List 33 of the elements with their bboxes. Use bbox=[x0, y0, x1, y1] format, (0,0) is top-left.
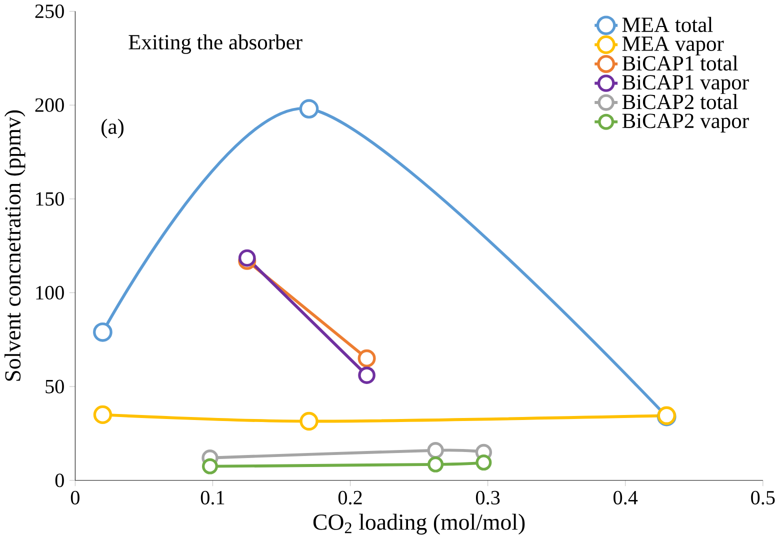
y-tick-label: 0 bbox=[55, 474, 64, 488]
point bbox=[300, 412, 318, 431]
legend-label: MEA total bbox=[622, 16, 713, 32]
point bbox=[202, 458, 218, 474]
annotation: Exiting the absorber bbox=[128, 34, 302, 54]
x-tick-label: 0.1 bbox=[200, 490, 224, 505]
point bbox=[93, 322, 112, 342]
legend-label: BiCAP2 vapor bbox=[622, 114, 749, 132]
x-tick-label: 0 bbox=[70, 490, 80, 504]
y-tick-label: 200 bbox=[35, 98, 64, 112]
x-axis-title: CO$_{2}$ loading (mol/mol) bbox=[313, 514, 525, 535]
y-tick-label: 100 bbox=[36, 286, 64, 300]
legend-label: MEA vapor bbox=[622, 36, 724, 56]
annotation: (a) bbox=[102, 118, 124, 138]
y-tick-label: 250 bbox=[35, 4, 64, 18]
point bbox=[93, 405, 112, 424]
point bbox=[476, 454, 492, 471]
point bbox=[428, 456, 444, 472]
point bbox=[299, 99, 319, 119]
point bbox=[358, 349, 376, 368]
x-tick-label: 0.4 bbox=[614, 490, 638, 505]
x-tick-label: 0.5 bbox=[751, 490, 775, 505]
legend-label: BiCAP1 vapor bbox=[622, 75, 749, 94]
x-tick-label: 0.2 bbox=[338, 490, 362, 505]
y-tick-label: 150 bbox=[36, 192, 64, 206]
point bbox=[427, 442, 444, 459]
x-tick-label: 0.3 bbox=[476, 490, 500, 505]
point bbox=[238, 249, 256, 267]
point bbox=[358, 366, 376, 384]
legend-label: BiCAP2 total bbox=[622, 94, 738, 110]
y-axis-title: Solvent concnetration (ppmv) bbox=[4, 110, 26, 381]
y-tick-label: 50 bbox=[46, 380, 64, 394]
legend-label: BiCAP1 total bbox=[622, 55, 738, 71]
